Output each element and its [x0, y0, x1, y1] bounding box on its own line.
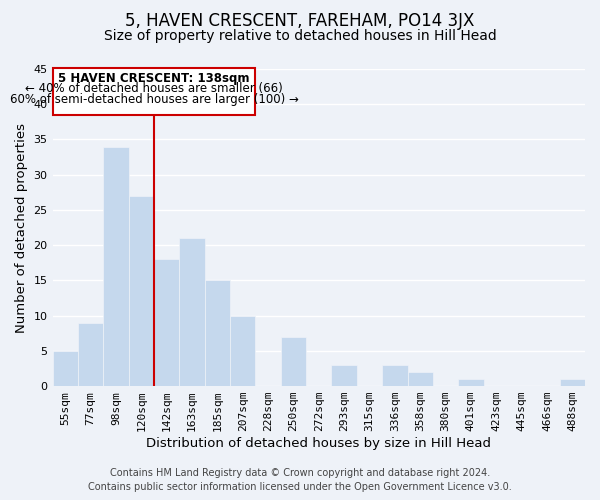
Bar [331, 365, 357, 386]
Bar [407, 372, 433, 386]
FancyBboxPatch shape [53, 68, 256, 115]
Bar [179, 238, 205, 386]
X-axis label: Distribution of detached houses by size in Hill Head: Distribution of detached houses by size … [146, 437, 491, 450]
Text: 60% of semi-detached houses are larger (100) →: 60% of semi-detached houses are larger (… [10, 93, 298, 106]
Text: Size of property relative to detached houses in Hill Head: Size of property relative to detached ho… [104, 29, 496, 43]
Bar [53, 351, 78, 386]
Bar [458, 379, 484, 386]
Bar [230, 316, 256, 386]
Text: Contains HM Land Registry data © Crown copyright and database right 2024.
Contai: Contains HM Land Registry data © Crown c… [88, 468, 512, 492]
Bar [128, 196, 154, 386]
Y-axis label: Number of detached properties: Number of detached properties [15, 122, 28, 332]
Bar [103, 146, 128, 386]
Bar [78, 322, 103, 386]
Bar [281, 337, 306, 386]
Text: 5, HAVEN CRESCENT, FAREHAM, PO14 3JX: 5, HAVEN CRESCENT, FAREHAM, PO14 3JX [125, 12, 475, 30]
Bar [154, 259, 179, 386]
Text: 5 HAVEN CRESCENT: 138sqm: 5 HAVEN CRESCENT: 138sqm [58, 72, 250, 85]
Bar [382, 365, 407, 386]
Bar [560, 379, 585, 386]
Text: ← 40% of detached houses are smaller (66): ← 40% of detached houses are smaller (66… [25, 82, 283, 96]
Bar [205, 280, 230, 386]
